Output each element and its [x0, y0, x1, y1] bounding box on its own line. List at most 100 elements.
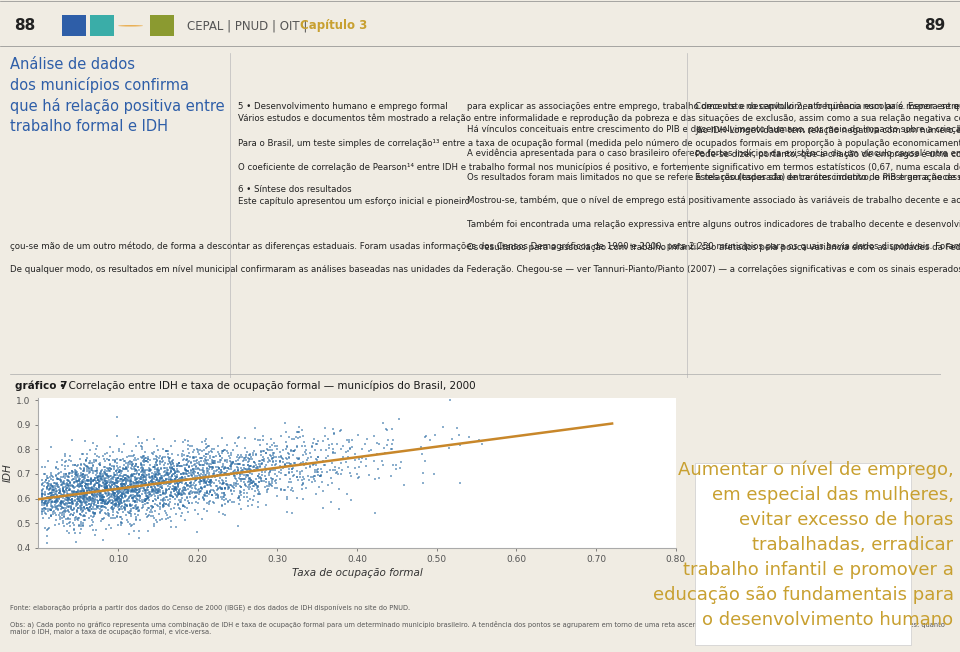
Point	[210, 456, 226, 467]
Point	[70, 512, 85, 523]
Point	[106, 497, 121, 507]
Point	[94, 492, 109, 503]
Point	[83, 500, 98, 511]
Point	[255, 454, 271, 465]
Point	[45, 482, 60, 492]
Point	[152, 469, 167, 479]
Point	[126, 486, 141, 496]
Point	[243, 475, 258, 485]
Point	[114, 479, 130, 490]
Point	[91, 503, 107, 513]
Point	[76, 471, 91, 482]
Point	[65, 466, 81, 477]
Point	[72, 501, 87, 512]
Point	[35, 497, 50, 507]
Point	[254, 476, 270, 486]
Point	[262, 456, 277, 467]
Point	[340, 434, 355, 445]
Point	[288, 432, 303, 442]
Point	[134, 503, 150, 513]
Point	[204, 471, 220, 482]
Point	[84, 485, 99, 496]
Point	[149, 488, 164, 499]
Point	[94, 473, 109, 483]
Point	[135, 473, 151, 483]
Point	[123, 482, 138, 493]
Point	[123, 486, 138, 497]
Point	[296, 450, 311, 460]
Point	[135, 482, 151, 493]
Point	[109, 493, 125, 503]
Point	[82, 483, 97, 494]
Point	[109, 494, 125, 504]
Point	[117, 474, 132, 484]
Point	[180, 456, 196, 467]
Point	[167, 484, 182, 495]
Point	[109, 484, 125, 494]
Point	[217, 484, 232, 494]
Point	[198, 477, 213, 488]
Point	[107, 488, 122, 498]
Point	[269, 477, 284, 488]
Point	[85, 475, 101, 486]
Point	[41, 522, 57, 533]
Point	[72, 521, 87, 531]
Point	[78, 497, 93, 507]
Point	[51, 469, 66, 480]
Point	[97, 482, 112, 492]
Point	[190, 458, 205, 469]
Point	[112, 474, 128, 484]
Point	[54, 496, 69, 506]
Point	[296, 457, 311, 467]
Point	[217, 483, 232, 494]
Point	[272, 467, 287, 477]
Point	[240, 470, 255, 481]
Point	[77, 490, 92, 501]
Point	[105, 513, 120, 524]
Point	[248, 479, 263, 489]
Point	[101, 471, 116, 481]
Point	[67, 472, 83, 482]
Point	[225, 496, 240, 507]
Point	[144, 491, 159, 501]
Point	[75, 466, 90, 476]
Point	[108, 496, 123, 506]
Point	[324, 472, 339, 482]
Point	[50, 464, 65, 474]
Point	[253, 474, 269, 484]
Point	[53, 486, 68, 496]
Point	[47, 489, 62, 499]
Point	[136, 470, 152, 481]
Point	[76, 509, 91, 520]
Point	[108, 466, 124, 477]
Point	[135, 486, 151, 496]
Point	[66, 487, 82, 497]
Point	[86, 484, 102, 494]
Point	[232, 469, 248, 479]
Point	[267, 448, 282, 458]
Point	[292, 467, 307, 477]
Point	[204, 445, 219, 456]
Point	[68, 474, 84, 484]
Point	[172, 486, 187, 496]
Point	[152, 485, 167, 496]
Point	[43, 499, 59, 509]
Point	[60, 469, 76, 479]
Point	[151, 490, 166, 501]
Point	[183, 466, 199, 476]
Point	[250, 464, 265, 475]
Point	[283, 485, 299, 496]
Point	[177, 515, 192, 526]
Point	[235, 456, 251, 467]
Point	[157, 463, 173, 473]
Point	[177, 469, 192, 479]
Point	[312, 471, 327, 481]
Point	[204, 464, 220, 475]
Point	[158, 499, 174, 509]
Point	[132, 490, 147, 500]
Point	[118, 477, 133, 488]
Point	[80, 479, 95, 489]
Point	[108, 494, 124, 505]
Point	[195, 492, 210, 503]
Point	[160, 446, 176, 456]
